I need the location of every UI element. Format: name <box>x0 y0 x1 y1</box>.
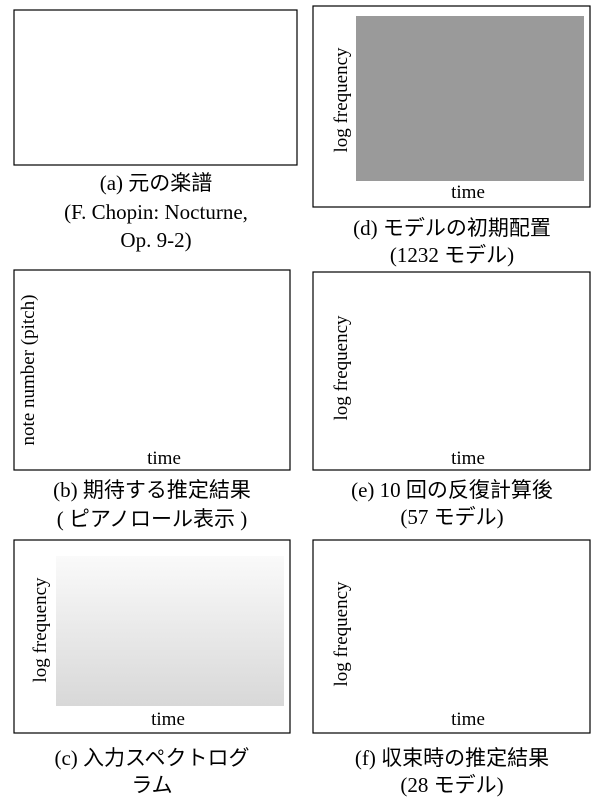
panel-frame <box>14 270 290 470</box>
y-axis-label: log frequency <box>331 581 352 686</box>
spectrogram <box>56 556 284 706</box>
x-axis-label: time <box>451 709 485 730</box>
caption: (f) 収束時の推定結果 <box>355 746 549 770</box>
caption: (d) モデルの初期配置 <box>353 216 551 240</box>
caption: (57 モデル) <box>400 505 503 529</box>
y-axis-label: log frequency <box>331 315 352 420</box>
x-axis-label: time <box>451 448 485 469</box>
caption: (1232 モデル) <box>390 243 514 267</box>
y-axis-label: log frequency <box>30 577 51 682</box>
caption: Op. 9-2) <box>120 228 191 252</box>
caption: (a) 元の楽譜 <box>100 171 213 195</box>
caption: ラム <box>131 773 172 797</box>
caption: (b) 期待する推定結果 <box>53 478 251 502</box>
caption: (e) 10 回の反復計算後 <box>351 478 553 502</box>
caption: (c) 入力スペクトログ <box>54 746 249 770</box>
caption: (F. Chopin: Nocturne, <box>64 200 248 224</box>
caption: ( ピアノロール表示 ) <box>57 507 248 531</box>
x-axis-label: time <box>151 709 185 730</box>
figure: (a) 元の楽譜 (F. Chopin: Nocturne, Op. 9-2) … <box>0 0 597 798</box>
panel-frame <box>313 540 590 733</box>
panel-frame <box>313 272 590 470</box>
x-axis-label: time <box>147 448 181 469</box>
x-axis-label: time <box>451 182 485 203</box>
model-grid <box>356 16 584 181</box>
y-axis-label: note number (pitch) <box>18 295 39 446</box>
score-frame <box>14 10 297 165</box>
y-axis-label: log frequency <box>331 47 352 152</box>
caption: (28 モデル) <box>400 773 503 797</box>
